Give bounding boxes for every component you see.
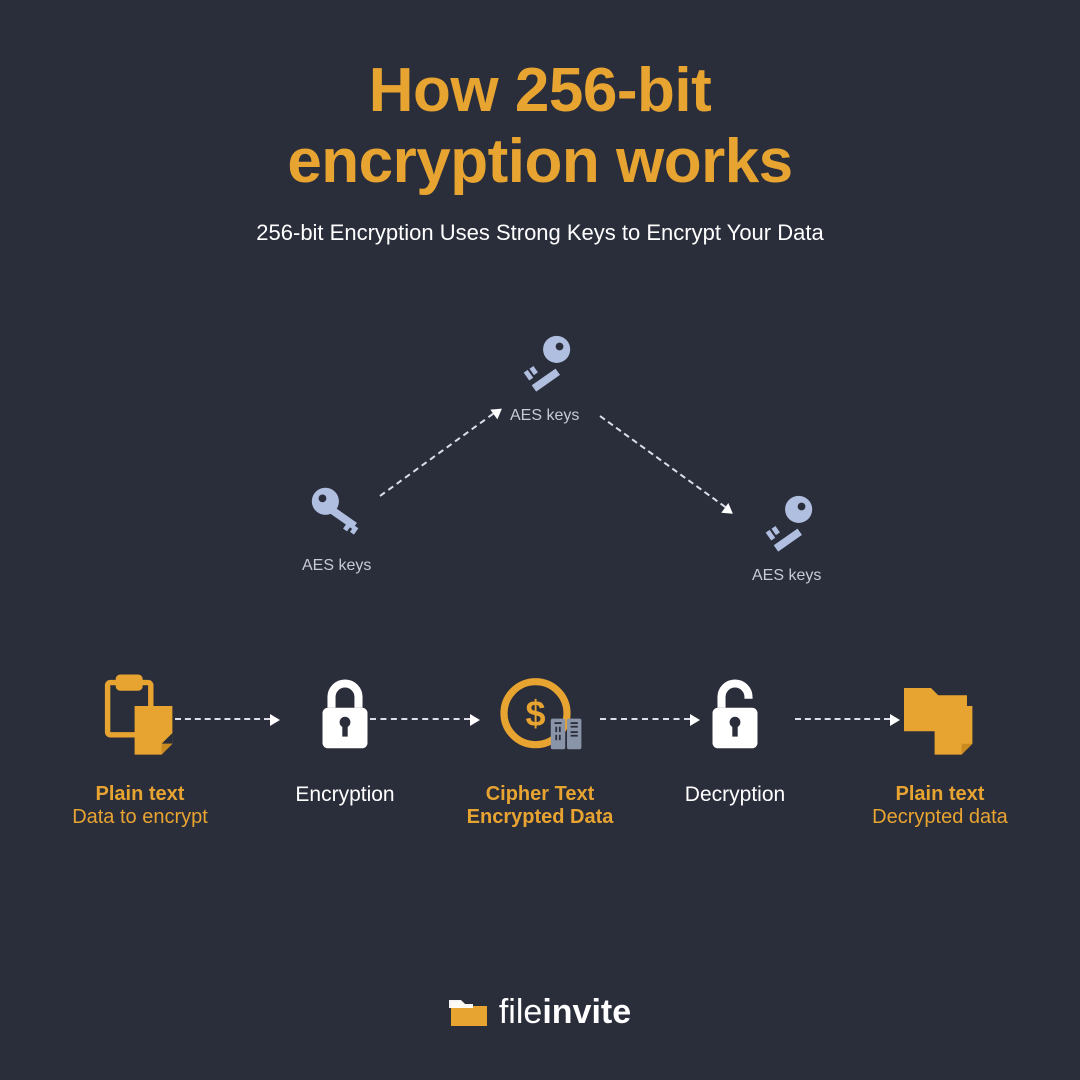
encryption-diagram: AES keys AES keys AES keys <box>0 290 1080 850</box>
node-decryption: Decryption <box>645 670 825 807</box>
title-line-1: How 256-bit <box>369 56 711 125</box>
node-label-title: Plain text <box>50 783 230 806</box>
brand-logo: fileinvite <box>0 993 1080 1032</box>
node-label-title: Encryption <box>255 783 435 807</box>
node-label-sub: Data to encrypt <box>50 806 230 829</box>
node-label-title: Decryption <box>645 783 825 807</box>
node-label-title: Plain text <box>850 783 1030 806</box>
brand-name-a: file <box>499 993 542 1031</box>
lock-open-icon <box>690 670 780 760</box>
node-encryption: Encryption <box>255 670 435 807</box>
node-label-title: Cipher Text <box>450 783 630 806</box>
node-label-sub: Decrypted data <box>850 806 1030 829</box>
node-cipher: $ Cipher Text Encrypted Data <box>450 670 630 829</box>
folder-icon <box>449 996 489 1030</box>
key-icon <box>514 330 576 392</box>
node-plain-output: Plain text Decrypted data <box>850 670 1030 829</box>
aes-key-label: AES keys <box>752 567 821 585</box>
aes-key-left: AES keys <box>302 480 371 575</box>
page-title: How 256-bit encryption works <box>0 0 1080 198</box>
title-line-2: encryption works <box>287 127 792 196</box>
key-icon <box>756 490 818 552</box>
lock-closed-icon <box>300 670 390 760</box>
arrow-key-left-to-top <box>379 413 493 497</box>
cipher-coin-icon: $ <box>495 670 585 760</box>
brand-name-b: invite <box>542 993 631 1031</box>
aes-key-label: AES keys <box>302 557 371 575</box>
arrow-key-top-to-right <box>599 415 726 508</box>
svg-text:$: $ <box>525 693 545 734</box>
node-label-sub: Encrypted Data <box>450 806 630 829</box>
node-plain-input: Plain text Data to encrypt <box>50 670 230 829</box>
page-subtitle: 256-bit Encryption Uses Strong Keys to E… <box>0 220 1080 246</box>
aes-key-label: AES keys <box>510 407 579 425</box>
aes-key-right: AES keys <box>752 490 821 585</box>
clipboard-icon <box>95 670 185 760</box>
key-icon <box>306 480 368 542</box>
folder-note-icon <box>895 670 985 760</box>
aes-key-top: AES keys <box>510 330 579 425</box>
